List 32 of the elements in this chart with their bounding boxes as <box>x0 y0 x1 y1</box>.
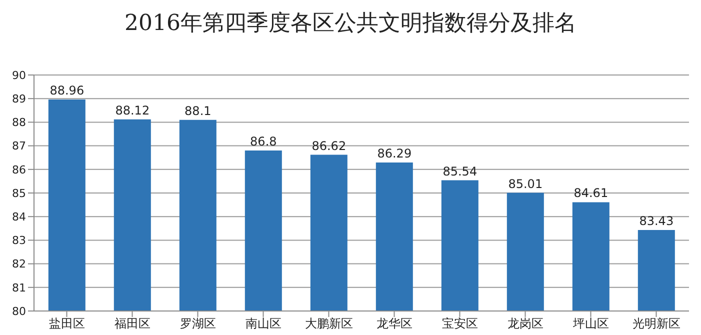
data-label: 88.96 <box>50 84 84 98</box>
y-tick-label: 81 <box>12 281 26 294</box>
data-label: 85.54 <box>442 164 478 178</box>
y-tick-label: 87 <box>12 140 26 153</box>
data-label: 85.01 <box>508 176 543 191</box>
data-label: 88.1 <box>184 104 212 118</box>
chart-title: 2016年第四季度各区公共文明指数得分及排名 <box>124 10 578 38</box>
x-tick-label: 龙岗区 <box>507 316 544 331</box>
data-label: 84.61 <box>574 186 608 200</box>
y-tick-label: 80 <box>12 304 26 318</box>
y-tick-label: 86 <box>12 163 26 176</box>
data-label: 86.29 <box>377 146 412 161</box>
y-tick-label: 82 <box>12 258 26 271</box>
x-tick-label: 福田区 <box>114 316 150 331</box>
data-label: 86.62 <box>312 138 346 153</box>
data-label: 83.43 <box>639 214 674 228</box>
x-tick-label: 光明新区 <box>632 316 680 331</box>
x-tick-label: 大鹏新区 <box>304 316 353 331</box>
data-label: 86.8 <box>250 134 277 149</box>
x-tick-label: 罗湖区 <box>180 316 216 331</box>
y-tick-label: 85 <box>12 186 26 200</box>
y-tick-label: 90 <box>12 68 26 82</box>
y-tick-label: 89 <box>12 92 26 106</box>
data-label: 88.12 <box>115 103 150 118</box>
x-tick-label: 南山区 <box>245 316 282 331</box>
y-tick-label: 88 <box>12 116 26 130</box>
y-tick-label: 83 <box>12 234 26 248</box>
x-tick-label: 盐田区 <box>48 316 85 331</box>
x-tick-label: 坪山区 <box>572 316 609 331</box>
x-tick-label: 龙华区 <box>376 316 412 331</box>
y-tick-label: 84 <box>12 210 26 224</box>
x-tick-label: 宝安区 <box>442 316 478 331</box>
